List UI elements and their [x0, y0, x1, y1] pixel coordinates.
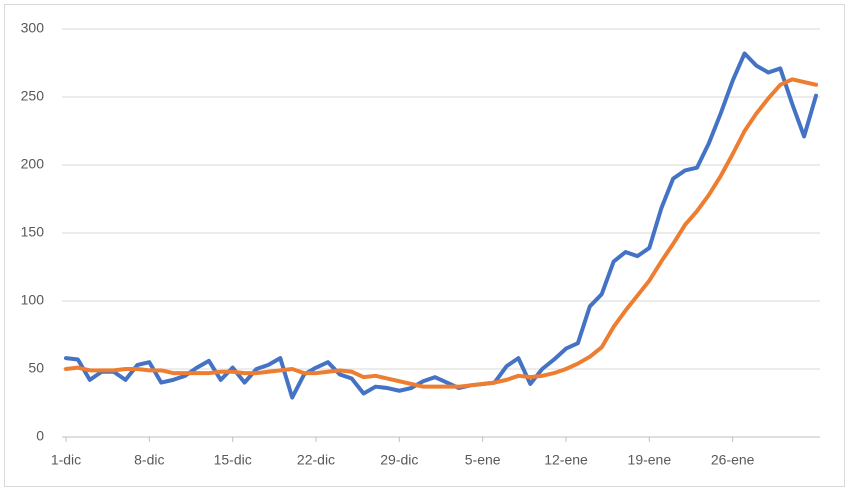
x-tick-label: 29-dic [380, 452, 418, 468]
x-tick-label: 5-ene [465, 452, 501, 468]
x-tick-label: 12-ene [544, 452, 588, 468]
x-tick-label: 1-dic [51, 452, 81, 468]
x-tick-label: 8-dic [134, 452, 164, 468]
series-line [64, 77, 818, 389]
x-tick-label: 15-dic [214, 452, 252, 468]
y-tick-label: 0 [36, 428, 44, 444]
y-tick-label: 100 [21, 292, 45, 308]
y-tick-label: 50 [28, 360, 44, 376]
y-tick-label: 150 [21, 224, 45, 240]
x-tick-label: 26-ene [711, 452, 755, 468]
y-tick-label: 250 [21, 88, 45, 104]
y-tick-label: 200 [21, 156, 45, 172]
chart-border [4, 4, 845, 487]
y-tick-label: 300 [21, 20, 45, 36]
x-tick-label: 19-ene [628, 452, 672, 468]
x-tick-label: 22-dic [297, 452, 335, 468]
